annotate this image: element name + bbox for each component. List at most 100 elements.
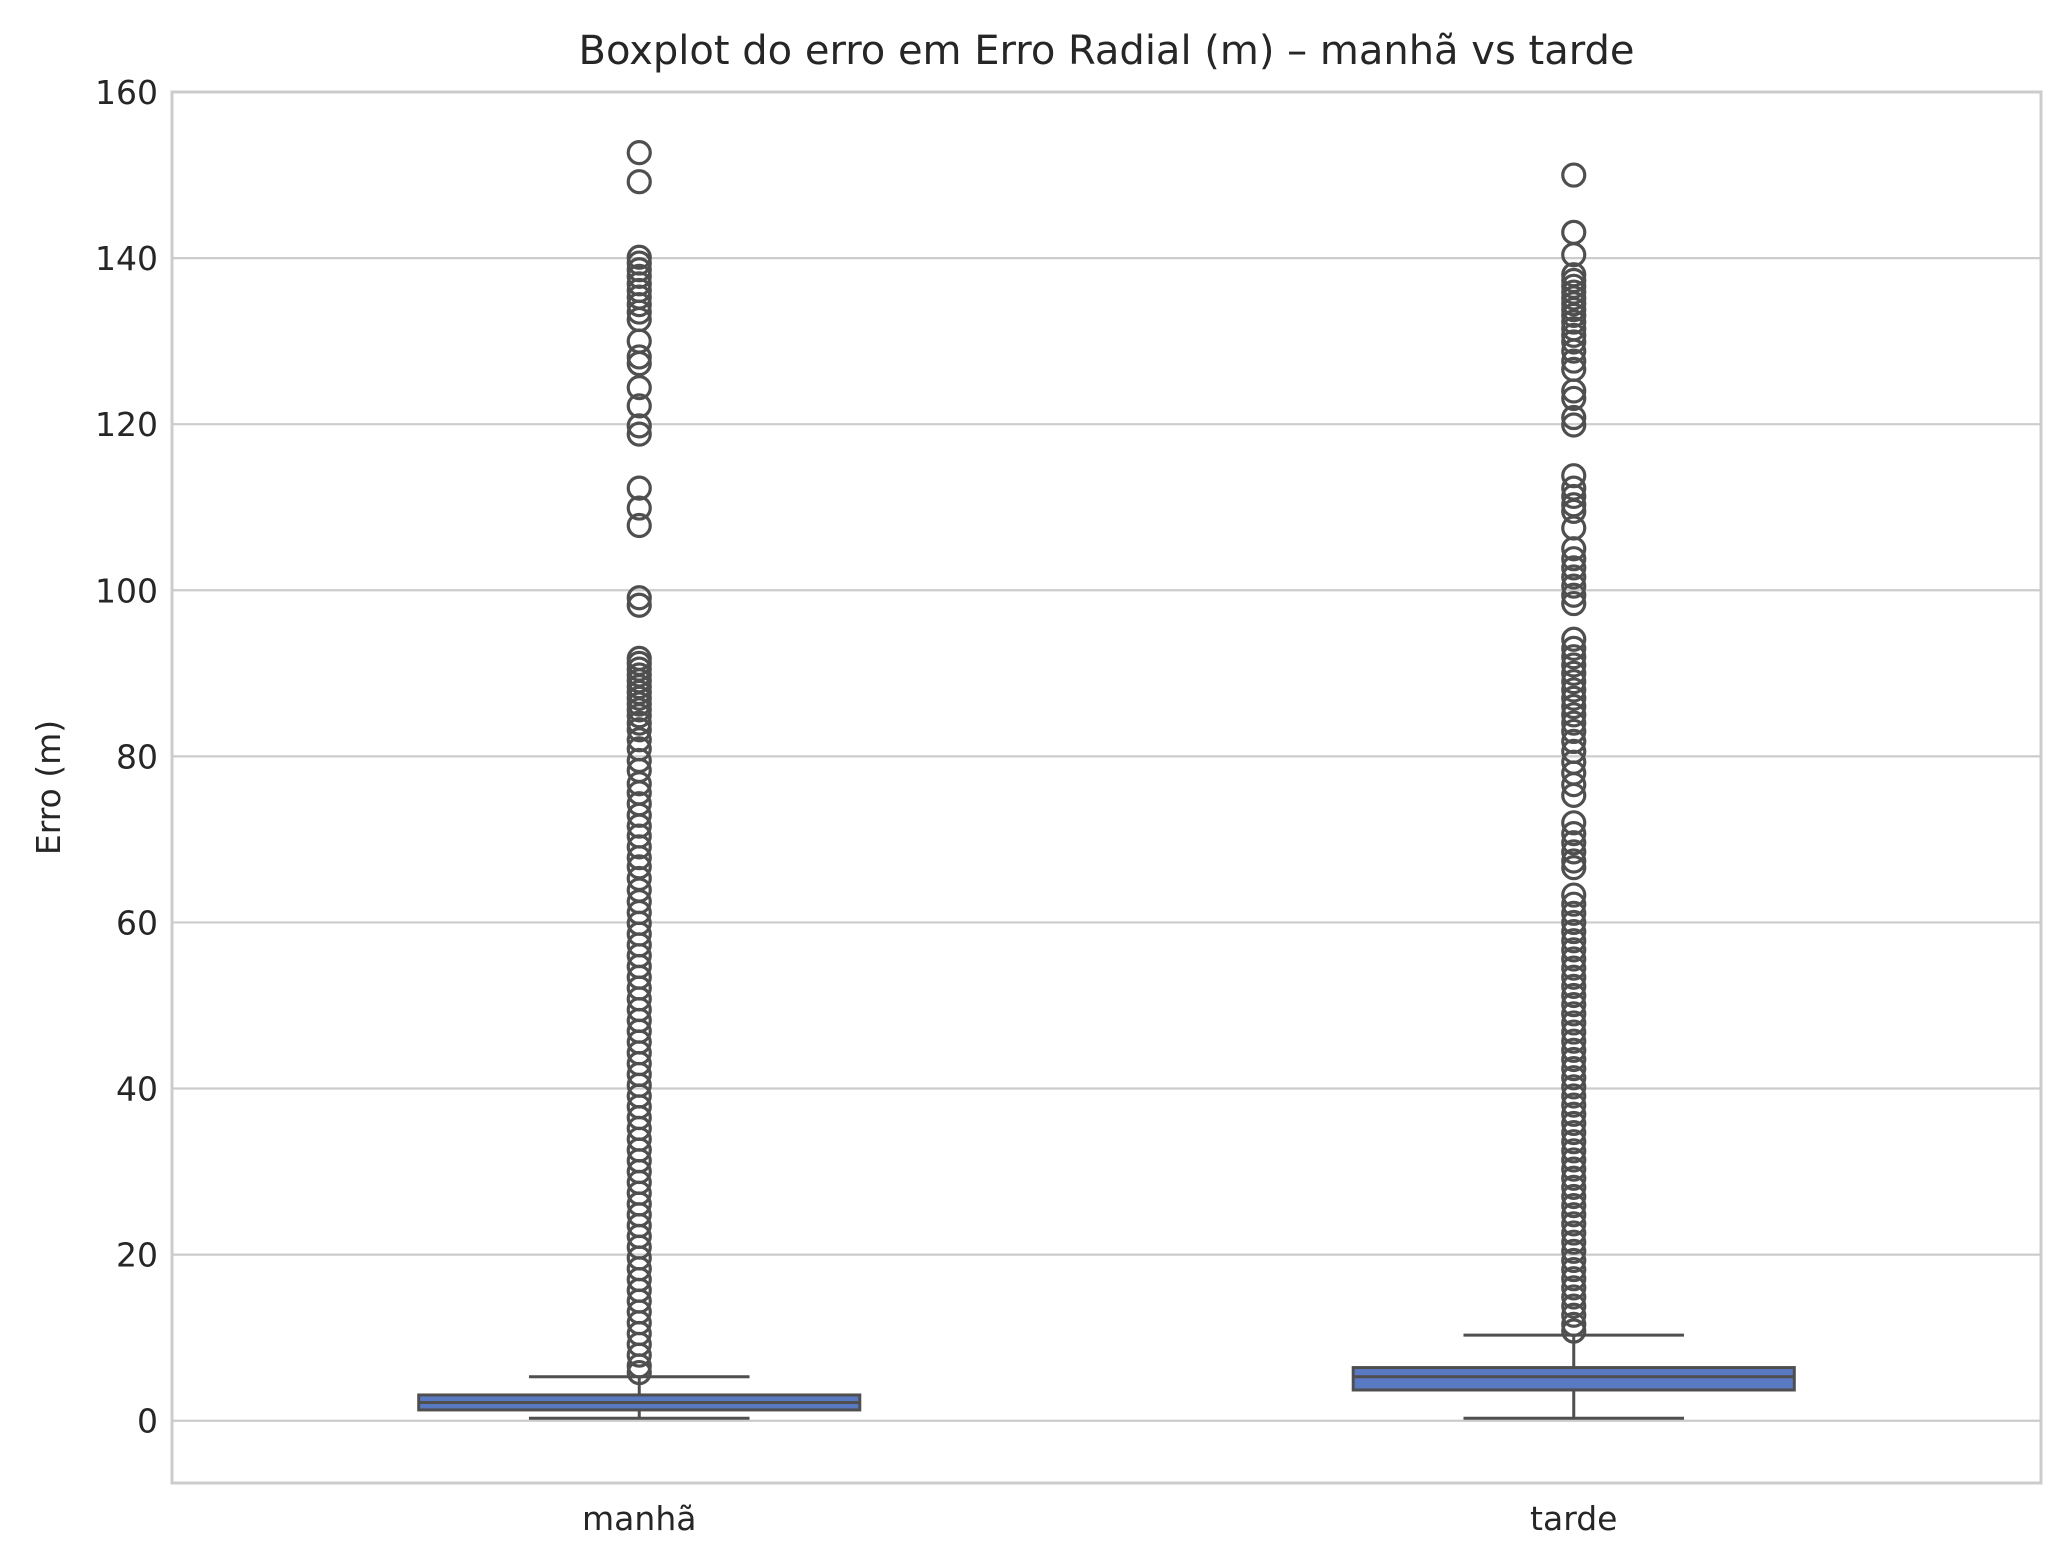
outlier-point xyxy=(1561,322,1587,348)
outlier-point xyxy=(626,592,652,618)
outlier-point xyxy=(1561,1211,1587,1237)
outlier-point xyxy=(1561,830,1587,856)
outlier-point xyxy=(1561,1266,1587,1292)
outlier-point xyxy=(1561,982,1587,1009)
y-tick-label: 60 xyxy=(116,903,158,942)
outlier-point xyxy=(1561,1229,1587,1255)
outlier-point xyxy=(626,771,652,797)
outlier-point xyxy=(1561,1165,1587,1191)
outlier-point xyxy=(1561,1092,1587,1118)
outlier-point xyxy=(1561,1302,1587,1328)
outlier-point xyxy=(626,495,652,521)
outlier-point xyxy=(1561,1110,1587,1137)
outlier-point xyxy=(1561,771,1587,798)
outlier-point xyxy=(626,393,652,419)
outlier-point xyxy=(1561,1065,1587,1091)
outlier-point xyxy=(1561,702,1587,728)
outlier-point xyxy=(1561,1156,1587,1182)
outlier-point xyxy=(1561,404,1587,431)
tick-labels: 0 20 40 60 80 100 120 140 160 manhã tarde xyxy=(95,73,1617,1538)
outlier-point xyxy=(1561,590,1587,617)
outlier-point xyxy=(1561,1129,1587,1155)
outlier-point xyxy=(1561,498,1587,524)
outlier-point xyxy=(1561,782,1587,808)
x-tick-label: manhã xyxy=(582,1499,696,1538)
outlier-point xyxy=(1561,685,1587,711)
outlier-point xyxy=(626,710,652,736)
outlier-point xyxy=(1561,900,1587,926)
outlier-point xyxy=(626,585,652,611)
outlier-point xyxy=(1561,644,1587,670)
outlier-point xyxy=(1561,348,1587,374)
y-axis-label: Erro (m) xyxy=(29,720,68,855)
outlier-point xyxy=(626,717,652,743)
outlier-point xyxy=(1561,1275,1587,1301)
outlier-point xyxy=(626,1353,652,1379)
outlier-point xyxy=(1561,1019,1587,1045)
outlier-point xyxy=(1561,855,1587,881)
outlier-point xyxy=(1561,378,1587,404)
outlier-point xyxy=(1561,946,1587,972)
outlier-point xyxy=(1561,909,1587,936)
outlier-point xyxy=(1561,693,1587,720)
outlier-point xyxy=(1561,1046,1587,1073)
outlier-point xyxy=(626,413,652,439)
y-tick-label: 100 xyxy=(95,571,158,610)
outlier-point xyxy=(1561,564,1587,590)
outlier-point xyxy=(1561,928,1587,954)
outlier-point xyxy=(1561,626,1587,652)
outlier-point xyxy=(1561,810,1587,836)
outlier-point xyxy=(1561,1183,1587,1210)
outlier-point xyxy=(626,344,652,370)
outlier-point xyxy=(1561,573,1587,599)
outlier-point xyxy=(1561,1037,1587,1063)
outlier-point xyxy=(1561,882,1587,908)
outlier-point xyxy=(1561,677,1587,703)
outlier-point xyxy=(1561,1138,1587,1164)
outlier-point xyxy=(1561,973,1587,999)
box-body xyxy=(1351,1366,1796,1392)
outlier-point xyxy=(626,140,652,166)
outlier-point xyxy=(1561,1119,1587,1146)
outlier-point xyxy=(1561,918,1587,945)
outlier-point xyxy=(1561,1001,1587,1027)
chart-title: Boxplot do erro em Erro Radial (m) – man… xyxy=(579,28,1635,74)
outlier-point xyxy=(1561,162,1587,188)
outlier-point xyxy=(626,169,652,195)
outlier-point xyxy=(1561,546,1587,572)
outlier-point xyxy=(626,375,652,401)
outlier-point xyxy=(626,291,652,318)
outlier-point xyxy=(626,299,652,325)
outlier-point xyxy=(626,1359,652,1386)
outlier-point xyxy=(626,350,652,377)
y-tick-label: 160 xyxy=(95,73,158,112)
chart-marks xyxy=(417,140,1796,1420)
x-tick-label: tarde xyxy=(1530,1499,1617,1538)
outlier-point xyxy=(1561,1293,1587,1319)
outlier-point xyxy=(626,421,652,447)
outlier-point xyxy=(1561,1256,1587,1283)
box-group-manhã xyxy=(417,140,862,1420)
y-tick-label: 140 xyxy=(95,239,158,278)
outlier-point xyxy=(1561,718,1587,745)
outlier-point xyxy=(1561,1174,1587,1200)
outlier-point xyxy=(1561,242,1587,268)
outlier-point xyxy=(1561,955,1587,981)
outlier-point xyxy=(1561,848,1587,874)
outlier-point xyxy=(1561,1238,1587,1264)
outlier-point xyxy=(1561,891,1587,917)
outlier-point xyxy=(1561,1074,1587,1100)
outlier-point xyxy=(1561,635,1587,662)
outlier-point xyxy=(1561,1202,1587,1228)
outlier-point xyxy=(626,703,652,729)
outlier-point xyxy=(626,512,652,539)
plot-frame xyxy=(170,90,2043,1485)
outlier-point xyxy=(1561,1010,1587,1036)
outlier-point xyxy=(1561,309,1587,335)
y-tick-label: 80 xyxy=(116,737,158,776)
outlier-point xyxy=(1561,710,1587,736)
outlier-point xyxy=(1561,1056,1587,1082)
outlier-point xyxy=(1561,302,1587,328)
outlier-point xyxy=(1561,483,1587,510)
